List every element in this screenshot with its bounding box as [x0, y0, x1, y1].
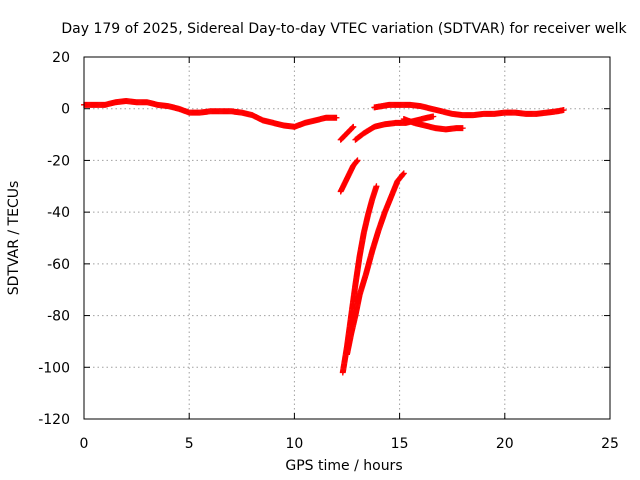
grid: [84, 57, 610, 419]
x-tick-label: 20: [496, 436, 514, 452]
x-tick-label: 15: [391, 436, 409, 452]
y-tick-labels: 20 0 -20 -40 -60 -80 -100 -120: [38, 50, 70, 428]
data-point: [560, 107, 567, 114]
y-tick-label: -80: [47, 309, 70, 325]
data-point: [350, 123, 357, 130]
x-tick-label: 0: [80, 436, 89, 452]
y-axis-label: SDTVAR / TECUs: [6, 181, 22, 296]
x-tick-label: 25: [601, 436, 619, 452]
series-track-b: [337, 123, 357, 143]
data-point: [349, 124, 356, 131]
data-point: [333, 114, 340, 121]
y-tick-label: 0: [61, 102, 70, 118]
data-point: [354, 157, 361, 164]
data-point: [459, 125, 466, 132]
chart-title: Day 179 of 2025, Sidereal Day-to-day VTE…: [61, 21, 627, 37]
plot-frame: [83, 56, 611, 420]
y-tick-label: -100: [38, 360, 70, 376]
series-track-e: [337, 157, 361, 195]
y-tick-label: -40: [47, 205, 70, 221]
series-track-main-late: [371, 101, 567, 119]
y-tick-label: 20: [52, 50, 70, 66]
x-tick-labels: 0 5 10 15 20 25: [80, 436, 619, 452]
data-point: [373, 183, 380, 190]
axis-ticks: [83, 56, 611, 420]
x-axis-label: GPS time / hours: [285, 458, 402, 474]
series-track-g: [344, 170, 407, 358]
x-tick-label: 5: [185, 436, 194, 452]
series-track-d: [400, 116, 466, 133]
data-point: [430, 113, 437, 120]
y-tick-label: -60: [47, 257, 70, 273]
data-series: [81, 97, 567, 376]
y-tick-label: -120: [38, 412, 70, 428]
x-tick-label: 10: [285, 436, 303, 452]
series-track-main-early: [81, 97, 340, 130]
y-tick-label: -20: [47, 153, 70, 169]
series-track-f: [339, 183, 380, 376]
data-point: [400, 170, 407, 177]
